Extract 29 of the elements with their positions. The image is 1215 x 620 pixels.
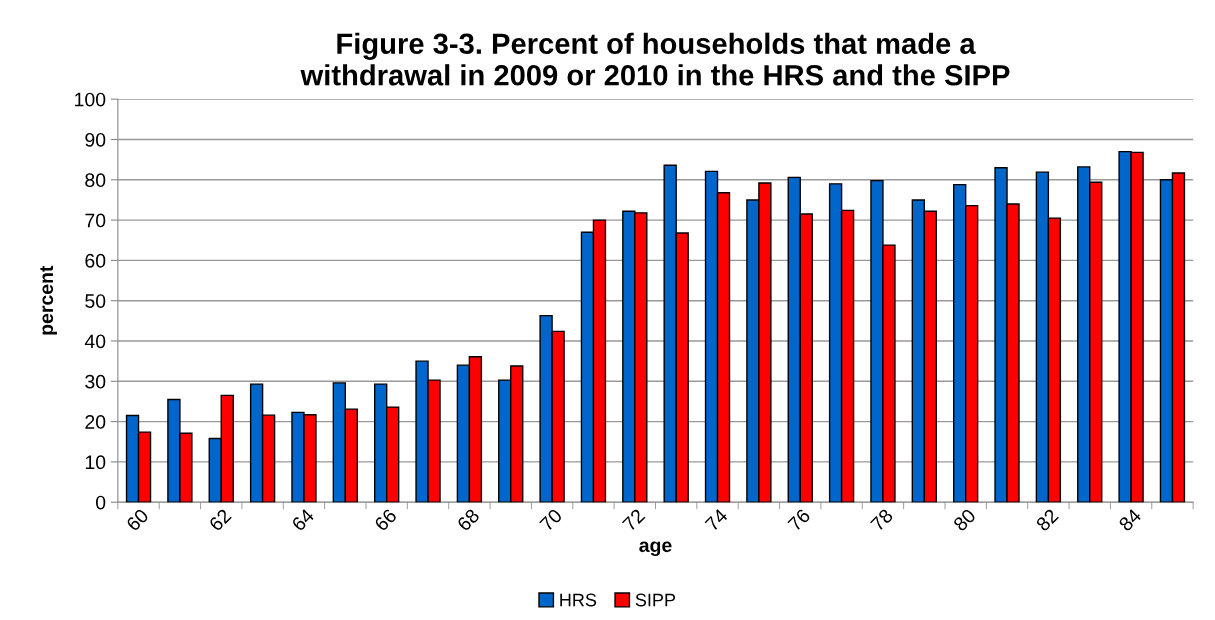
y-tick-label: 40 [84, 334, 106, 349]
x-tick-label: 62 [208, 508, 232, 532]
x-tick-label: 68 [456, 508, 481, 532]
chart-title: Figure 3-3. Percent of households that made a withdrawal in 2009 or 2010 in the HRS and the SIPP [300, 32, 1010, 86]
y-tick-label: 0 [96, 495, 106, 510]
x-tick-label: 84 [1118, 507, 1143, 532]
x-tick-label: 78 [869, 508, 894, 532]
y-tick-label: 10 [85, 455, 106, 470]
y-tick-label: 80 [85, 173, 106, 188]
y-axis-title: percent [40, 265, 57, 335]
x-tick-label: 74 [704, 507, 729, 532]
x-tick-label: 72 [621, 508, 646, 532]
x-axis-title: age [639, 541, 672, 557]
y-tick-label: 70 [85, 213, 106, 228]
y-tick-label: 30 [85, 374, 106, 389]
x-tick-label: 70 [539, 507, 563, 532]
legend-label: SIPP [635, 593, 676, 607]
x-tick-label: 76 [787, 508, 811, 532]
legend-label: HRS [560, 593, 597, 607]
x-tick-label: 64 [290, 507, 315, 532]
x-tick-label: 60 [125, 507, 150, 532]
y-tick-label: 100 [75, 92, 106, 107]
y-tick-label: 60 [85, 253, 106, 268]
x-tick-label: 82 [1035, 508, 1060, 532]
y-tick-label: 20 [85, 415, 106, 429]
y-tick-label: 90 [85, 132, 106, 147]
y-tick-label: 50 [85, 294, 106, 308]
x-tick-label: 66 [373, 508, 398, 532]
x-tick-label: 80 [952, 507, 977, 532]
